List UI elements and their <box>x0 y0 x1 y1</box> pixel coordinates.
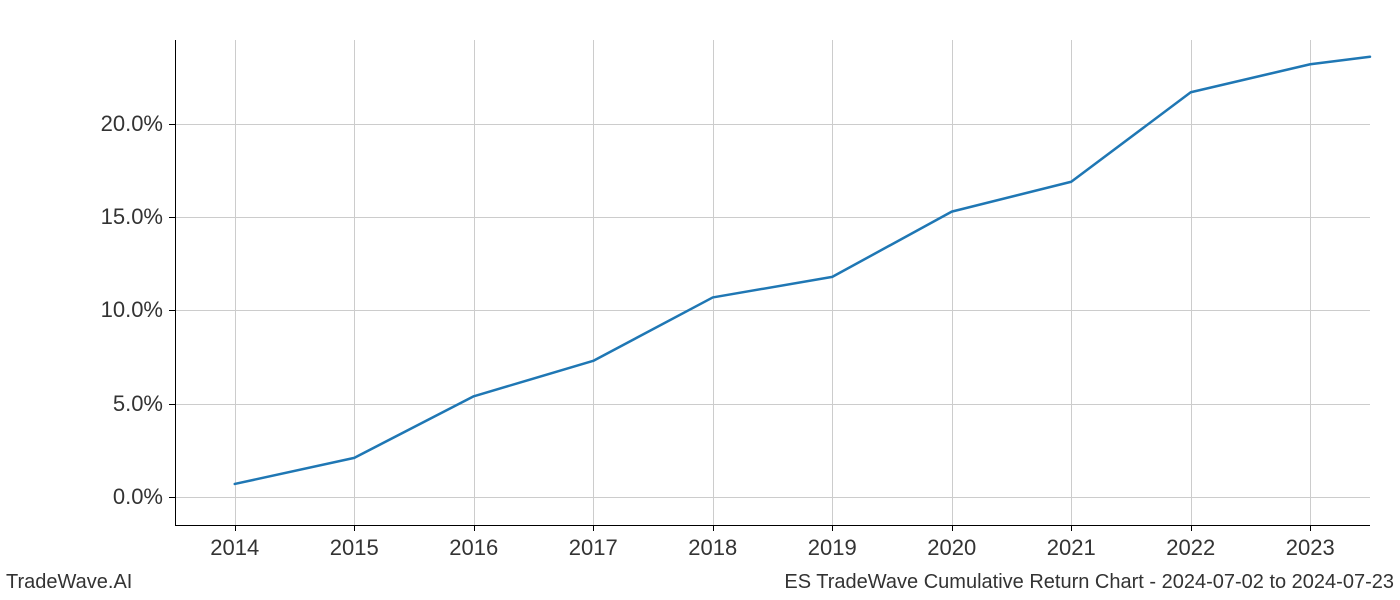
x-tick-label: 2015 <box>330 535 379 561</box>
x-axis-spine <box>175 525 1370 526</box>
y-tick-label: 10.0% <box>85 297 163 323</box>
line-series <box>175 40 1370 525</box>
footer-right-label: ES TradeWave Cumulative Return Chart - 2… <box>784 571 1394 594</box>
x-tick-label: 2020 <box>927 535 976 561</box>
x-tick-label: 2022 <box>1166 535 1215 561</box>
x-tick-label: 2021 <box>1047 535 1096 561</box>
y-tick-label: 0.0% <box>85 484 163 510</box>
x-tick-label: 2018 <box>688 535 737 561</box>
chart-container: 2014 2015 2016 2017 2018 2019 2020 2021 2022 2023… <box>0 0 1400 600</box>
x-tick-label: 2023 <box>1286 535 1335 561</box>
x-tick-label: 2016 <box>449 535 498 561</box>
y-tick-label: 20.0% <box>85 111 163 137</box>
x-tick-label: 2014 <box>210 535 259 561</box>
footer-left-label: TradeWave.AI <box>6 571 132 594</box>
y-tick-label: 5.0% <box>85 391 163 417</box>
y-tick-label: 15.0% <box>85 204 163 230</box>
x-tick-label: 2019 <box>808 535 857 561</box>
x-tick-label: 2017 <box>569 535 618 561</box>
